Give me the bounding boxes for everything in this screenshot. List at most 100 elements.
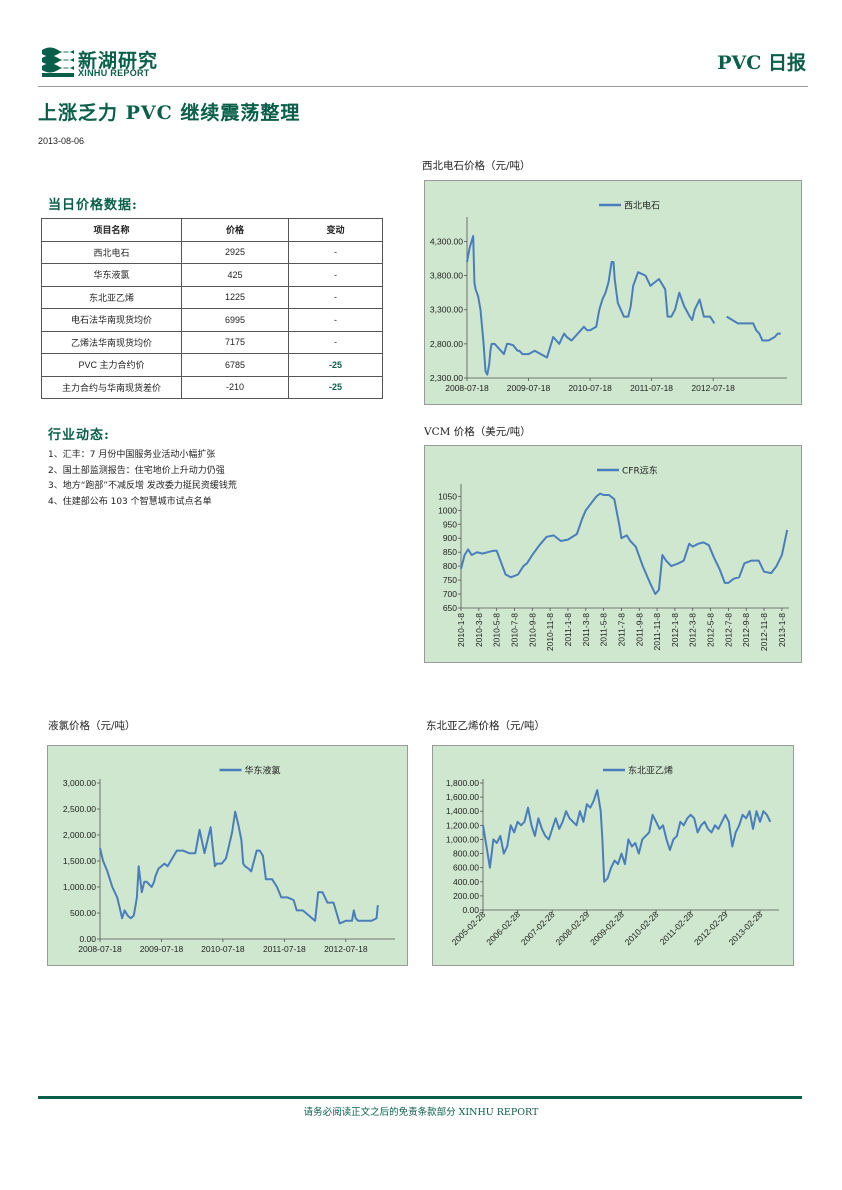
col-header-price: 价格 — [181, 218, 289, 242]
x-tick-label: 2010-7-8 — [509, 613, 519, 647]
carbide-price-chart: 西北电石 2,300.00 2,800.00 3,300.00 3,800.00 4,30… — [424, 180, 802, 405]
x-tick-label: 2012-07-18 — [324, 944, 368, 954]
table-row: PVC 主力合约价 6785 -25 — [41, 353, 383, 377]
logo-wave-icon — [42, 47, 74, 77]
price-section-title: 当日价格数据: — [48, 198, 138, 213]
x-tick-label: 2012-9-8 — [741, 613, 751, 647]
y-tick-label: 1,400.00 — [446, 806, 479, 816]
x-tick-label: 2012-02-29 — [692, 909, 730, 947]
y-tick-label: 750 — [443, 575, 457, 585]
y-tick-label: 950 — [443, 519, 457, 529]
y-tick-label: 600.00 — [453, 863, 479, 873]
logo-text-cn: 新湖研究 — [78, 50, 159, 72]
price-table: 项目名称 价格 变动 西北电石 2925 - 华东液氯 425 - 东北亚乙烯 … — [41, 218, 383, 399]
y-tick-label: 2,800.00 — [430, 339, 463, 349]
x-tick-label: 2006-02-28 — [484, 909, 522, 947]
series-line — [99, 810, 379, 925]
cell-change: -25 — [288, 353, 383, 377]
cell-item: 东北亚乙烯 — [41, 285, 182, 309]
x-tick-label: 2012-1-8 — [670, 613, 680, 647]
x-tick-label: 2012-3-8 — [688, 613, 698, 647]
legend: 西北电石 — [599, 200, 660, 212]
chlorine-chart-title: 液氯价格（元/吨） — [48, 720, 136, 732]
cell-price: -210 — [181, 375, 289, 399]
series-line-segment-2 — [726, 315, 781, 342]
x-tick-label: 2012-07-18 — [691, 383, 735, 393]
news-item: 1、汇丰：7 月份中国服务业活动小幅扩张 — [48, 450, 216, 460]
x-tick-label: 2010-1-8 — [456, 613, 466, 647]
x-tick-label: 2012-7-8 — [723, 613, 733, 647]
news-item: 3、地方“跑部”不减反增 发改委力挺民资缓钱荒 — [48, 481, 237, 491]
table-row: 乙烯法华南现货均价 7175 - — [41, 330, 383, 354]
cell-price: 6785 — [181, 353, 289, 377]
vcm-chart-svg: CFR远东 650 700 750 800 850 900 950 1000 1050 2010-1… — [438, 465, 789, 651]
x-tick-label: 2010-07-18 — [201, 944, 245, 954]
legend-label: CFR远东 — [622, 465, 658, 477]
y-tick-label: 3,300.00 — [430, 305, 463, 315]
cell-change: - — [288, 240, 383, 264]
legend: CFR远东 — [597, 465, 658, 477]
x-tick-label: 2011-07-18 — [263, 944, 306, 954]
legend-label: 东北亚乙烯 — [628, 765, 673, 777]
x-tick-label: 2011-1-8 — [563, 613, 573, 647]
y-tick-label: 1,600.00 — [446, 792, 479, 802]
legend-label: 华东液氯 — [245, 765, 281, 777]
x-tick-label: 2008-07-18 — [78, 944, 122, 954]
x-tick-label: 2011-11-8 — [652, 613, 662, 651]
x-tick-label: 2009-07-18 — [140, 944, 184, 954]
series-line — [466, 235, 716, 376]
table-row: 华东液氯 425 - — [41, 263, 383, 287]
vcm-chart-title: VCM 价格（美元/吨） — [424, 426, 531, 438]
x-tick-label: 2009-07-18 — [507, 383, 551, 393]
cell-change: - — [288, 308, 383, 332]
table-row: 西北电石 2925 - — [41, 240, 383, 264]
y-tick-label: 1,800.00 — [446, 778, 479, 788]
y-tick-label: 1,200.00 — [446, 820, 479, 830]
cell-price: 1225 — [181, 285, 289, 309]
x-tick-label: 2013-02-28 — [727, 909, 765, 947]
x-tick-label: 2011-7-8 — [616, 613, 626, 647]
cell-change: - — [288, 330, 383, 354]
x-tick-label: 2008-07-18 — [445, 383, 489, 393]
x-tick-label: 2011-02-28 — [658, 909, 696, 947]
cell-item: 华东液氯 — [41, 263, 182, 287]
ethylene-chart-svg: 东北亚乙烯 0.00 200.00 400.00 600.00 800.00 1,000.0… — [446, 765, 779, 947]
x-tick-label: 2011-5-8 — [599, 613, 609, 647]
header-divider — [38, 86, 808, 87]
y-tick-label: 3,000.00 — [63, 778, 96, 788]
news-list: 1、汇丰：7 月份中国服务业活动小幅扩张 2、国土部监测报告：住宅地价上升动力仍… — [48, 448, 237, 510]
page-title: 上涨乏力 PVC 继续震荡整理 — [38, 102, 301, 124]
cell-price: 425 — [181, 263, 289, 287]
x-tick-label: 2010-07-18 — [568, 383, 612, 393]
table-row: 东北亚乙烯 1225 - — [41, 285, 383, 309]
chlorine-price-chart: 华东液氯 0.00 500.00 1,000.00 1,500.00 2,000.00 2,… — [47, 745, 408, 966]
table-row: 主力合约与华南现货差价 -210 -25 — [41, 375, 383, 399]
news-item: 4、住建部公布 103 个智慧城市试点名单 — [48, 496, 212, 507]
y-tick-label: 4,300.00 — [430, 236, 463, 246]
cell-item: 西北电石 — [41, 240, 182, 264]
x-tick-label: 2010-3-8 — [474, 613, 484, 647]
x-tick-label: 2009-02-28 — [588, 909, 626, 947]
y-tick-label: 650 — [443, 603, 457, 613]
y-tick-label: 400.00 — [453, 877, 479, 887]
x-tick-label: 2011-9-8 — [634, 613, 644, 647]
cell-item: 乙烯法华南现货均价 — [41, 330, 182, 354]
x-tick-label: 2010-02-28 — [623, 909, 661, 947]
y-tick-label: 200.00 — [453, 891, 479, 901]
cell-item: 电石法华南现货均价 — [41, 308, 182, 332]
carbide-chart-svg: 西北电石 2,300.00 2,800.00 3,300.00 3,800.00 4,30… — [430, 200, 787, 393]
legend: 华东液氯 — [219, 765, 281, 777]
x-tick-label: 2010-9-8 — [527, 613, 537, 647]
y-tick-label: 1000 — [438, 505, 457, 515]
col-header-change: 变动 — [288, 218, 383, 242]
y-tick-label: 900 — [443, 533, 457, 543]
legend-label: 西北电石 — [624, 200, 660, 212]
ethylene-chart-title: 东北亚乙烯价格（元/吨） — [426, 720, 546, 732]
y-tick-label: 700 — [443, 589, 457, 599]
carbide-chart-title: 西北电石价格（元/吨） — [422, 160, 531, 172]
legend: 东北亚乙烯 — [603, 765, 673, 777]
cell-price: 6995 — [181, 308, 289, 332]
x-tick-label: 2010-11-8 — [545, 613, 555, 651]
cell-change: - — [288, 285, 383, 309]
vcm-price-chart: CFR远东 650 700 750 800 850 900 950 1000 1050 2010-1… — [424, 445, 802, 663]
